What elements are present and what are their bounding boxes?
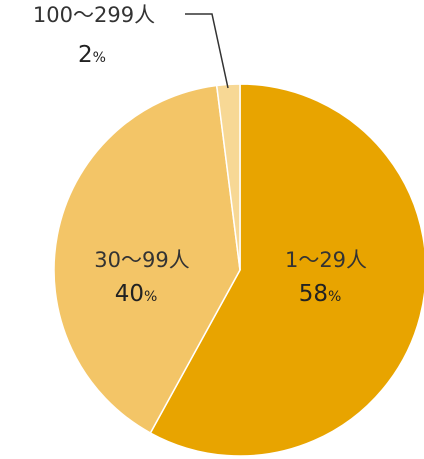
slice-1-value-number: 58 (299, 281, 328, 307)
slice-1-label: 1〜29人 (285, 248, 367, 272)
slice-2-value-unit: % (144, 289, 157, 305)
pie-slice-1 (149, 83, 424, 457)
pie-slices (53, 83, 424, 457)
slice-2-value: 40% (115, 281, 158, 307)
slice-3-value-number: 2 (78, 42, 93, 68)
slice-3-value: 2% (78, 42, 106, 68)
pie-slice-3 (215, 83, 241, 271)
slice-2-value-number: 40 (115, 281, 144, 307)
slice-3-value-unit: % (93, 50, 106, 66)
slice-3-label: 100〜299人 (33, 3, 155, 27)
slice-2-label: 30〜99人 (94, 248, 189, 272)
pie-slice-2 (53, 84, 241, 435)
leader-line-slice-3 (185, 13, 229, 89)
slice-1-value: 58% (299, 281, 342, 307)
slice-1-value-unit: % (328, 289, 341, 305)
